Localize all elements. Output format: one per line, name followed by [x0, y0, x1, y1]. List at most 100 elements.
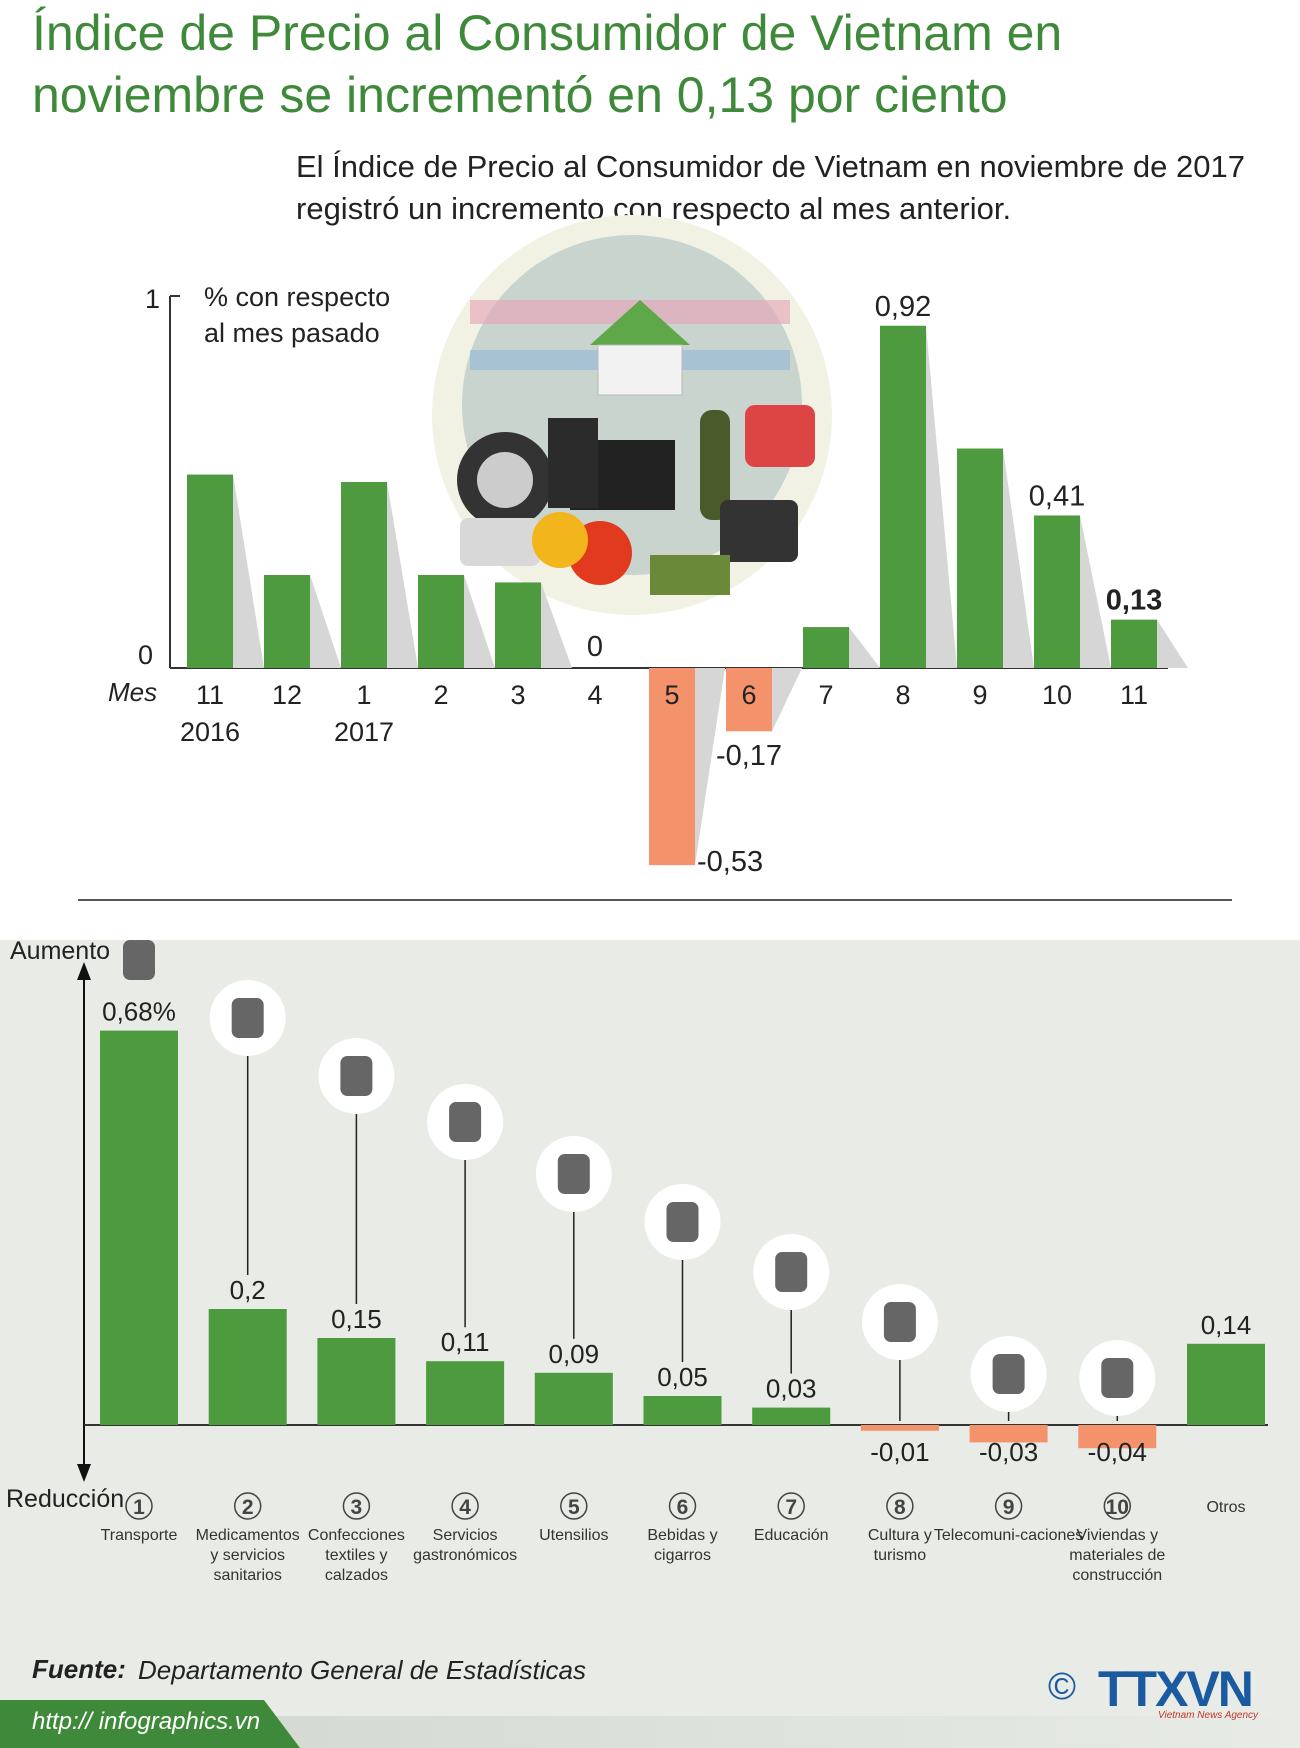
month-tick-label: 12	[272, 680, 302, 710]
logo-subtitle: Vietnam News Agency	[1158, 1710, 1259, 1721]
month-tick-label: 4	[587, 680, 602, 710]
ttxvn-logo: TTXVN	[1098, 1661, 1254, 1717]
tire-rim-icon	[477, 452, 533, 508]
pills-icon	[460, 518, 540, 566]
month-tick-label: 9	[972, 680, 987, 710]
category-label: Servicios gastronómicos	[413, 1527, 517, 1564]
category-bar	[100, 1030, 178, 1425]
month-tick-label: 10	[1042, 680, 1072, 710]
category-number: 5	[568, 1496, 580, 1519]
url-bar	[0, 1700, 300, 1748]
category-number-badge	[233, 1492, 262, 1520]
month-tick-label: 3	[510, 680, 525, 710]
category-data-label: -0,03	[979, 1437, 1038, 1467]
category-data-label: -0,04	[1088, 1437, 1147, 1467]
y-tick-label: 1	[145, 284, 160, 314]
bar-shadow	[772, 668, 802, 732]
month-bar	[341, 482, 387, 668]
category-number-badge	[777, 1492, 805, 1520]
month-tick-label: 11	[1120, 680, 1148, 710]
month-bar	[495, 582, 541, 668]
axis-decrease-label: Reducción	[6, 1485, 124, 1513]
category-bar	[643, 1396, 722, 1425]
category-number: 4	[459, 1496, 471, 1519]
bar-shadow	[1080, 515, 1111, 668]
category-label: Otros	[1206, 1499, 1245, 1516]
copyright-icon: ©	[1048, 1666, 1076, 1708]
month-data-label: -0,53	[697, 846, 763, 878]
month-tick-label: 8	[895, 680, 910, 710]
category-bar	[426, 1361, 505, 1425]
category-bar	[969, 1425, 1048, 1443]
axis-increase-label: Aumento	[10, 937, 110, 965]
consumer-goods-illustration	[432, 215, 832, 615]
month-tick-label: 2	[433, 680, 448, 710]
month-bar	[957, 448, 1003, 668]
category-data-label: 0,14	[1201, 1310, 1252, 1340]
unit-label: % con respecto al mes pasado	[204, 282, 390, 348]
category-bar	[1187, 1343, 1265, 1425]
month-data-label: -0,17	[716, 740, 782, 772]
source-label: Fuente:	[32, 1654, 126, 1684]
month-bar	[649, 668, 695, 866]
category-number: 1	[133, 1496, 145, 1519]
section-divider	[78, 899, 1232, 901]
bar-shadow	[1003, 448, 1034, 668]
washing-machine-icon-glyph	[557, 1154, 590, 1194]
category-data-label: 0,2	[230, 1275, 266, 1305]
category-data-label: -0,01	[870, 1437, 929, 1467]
website-link[interactable]: http:// infographics.vn	[32, 1708, 261, 1735]
category-number: 10	[1106, 1496, 1129, 1519]
category-label: Confecciones textiles y calzados	[308, 1527, 405, 1584]
category-number-badge	[994, 1492, 1023, 1520]
month-bar	[264, 575, 310, 668]
month-bar	[726, 668, 772, 732]
x-axis-label: Mes	[108, 677, 157, 707]
month-bar	[418, 575, 464, 668]
page-subtitle: El Índice de Precio al Consumidor de Vie…	[296, 149, 1245, 226]
month-tick-label: 1	[356, 680, 371, 710]
source-text: Departamento General de Estadísticas	[138, 1655, 587, 1685]
category-label: Educación	[754, 1527, 829, 1544]
category-label: Telecomuni-caciones	[934, 1527, 1083, 1544]
category-number-badge	[668, 1492, 697, 1520]
clothes-icon-glyph	[340, 1056, 373, 1096]
month-bar	[1034, 515, 1080, 668]
month-bar	[187, 474, 233, 668]
category-bar	[1078, 1425, 1157, 1449]
month-tick-label: 6	[741, 680, 756, 710]
food-cloche-icon-glyph	[449, 1102, 482, 1142]
year-tick-label: 2016	[180, 717, 240, 747]
category-label: Medicamentos y servicios sanitarios	[196, 1527, 300, 1584]
bottle-cigarette-icon-glyph	[666, 1202, 699, 1242]
year-tick-label: 2017	[334, 717, 394, 747]
house-icon	[590, 300, 690, 396]
bar-shadow	[541, 582, 572, 668]
bar-shadow	[926, 325, 957, 668]
pills-icon-glyph	[231, 998, 264, 1038]
category-number: 3	[351, 1496, 363, 1519]
category-bar	[860, 1425, 939, 1431]
arrow-down-icon	[77, 1464, 91, 1482]
category-data-label: 0,11	[441, 1327, 490, 1357]
books-icon	[650, 555, 730, 595]
category-data-label: 0,09	[548, 1339, 599, 1369]
category-number-badge	[125, 1492, 153, 1520]
y-tick-label: 0	[138, 640, 153, 670]
month-data-label: 0,13	[1106, 585, 1162, 617]
category-data-label: 0,05	[657, 1362, 708, 1392]
month-bar	[1111, 619, 1157, 668]
category-label: Viviendas y materiales de construcción	[1069, 1527, 1165, 1584]
tv-icon	[745, 405, 815, 467]
category-data-label: 0,03	[766, 1374, 817, 1404]
month-tick-label: 7	[818, 680, 833, 710]
graduation-cap-icon-glyph	[775, 1252, 808, 1292]
category-number: 6	[677, 1496, 689, 1519]
category-label: Cultura y turismo	[868, 1527, 932, 1564]
category-bar	[317, 1338, 396, 1425]
month-tick-label: 11	[196, 680, 224, 710]
category-label: Transporte	[101, 1527, 178, 1544]
bar-shadow	[1157, 619, 1188, 668]
